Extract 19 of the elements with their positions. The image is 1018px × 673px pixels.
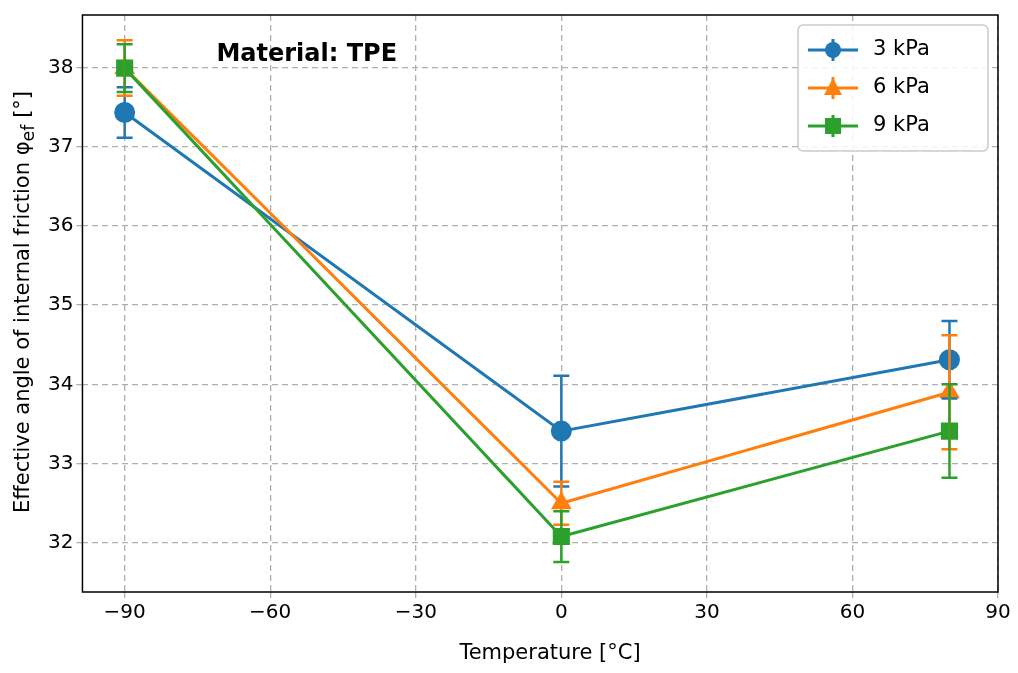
- y-tick-label: 32: [48, 529, 74, 554]
- y-tick-label: 35: [48, 291, 74, 316]
- legend-label: 3 kPa: [873, 36, 930, 61]
- y-tick-label: 38: [48, 53, 74, 78]
- y-tick-label: 33: [48, 449, 74, 474]
- x-tick-label: 30: [694, 599, 720, 624]
- y-tick-label: 36: [48, 212, 74, 237]
- x-tick-label: 60: [839, 599, 866, 624]
- y-tick-label: 34: [48, 370, 74, 395]
- x-tick-label: 90: [985, 599, 1011, 624]
- x-tick-label: −60: [249, 599, 292, 624]
- y-tick-label: 37: [48, 132, 74, 157]
- x-tick-label: −30: [394, 599, 437, 624]
- x-axis-title: Temperature [°C]: [459, 640, 641, 664]
- legend-label: 6 kPa: [873, 74, 930, 99]
- x-tick-label: −90: [103, 599, 146, 624]
- annotation: Material: TPE: [216, 39, 398, 68]
- x-tick-label: 0: [554, 599, 568, 624]
- legend-label: 9 kPa: [873, 112, 930, 137]
